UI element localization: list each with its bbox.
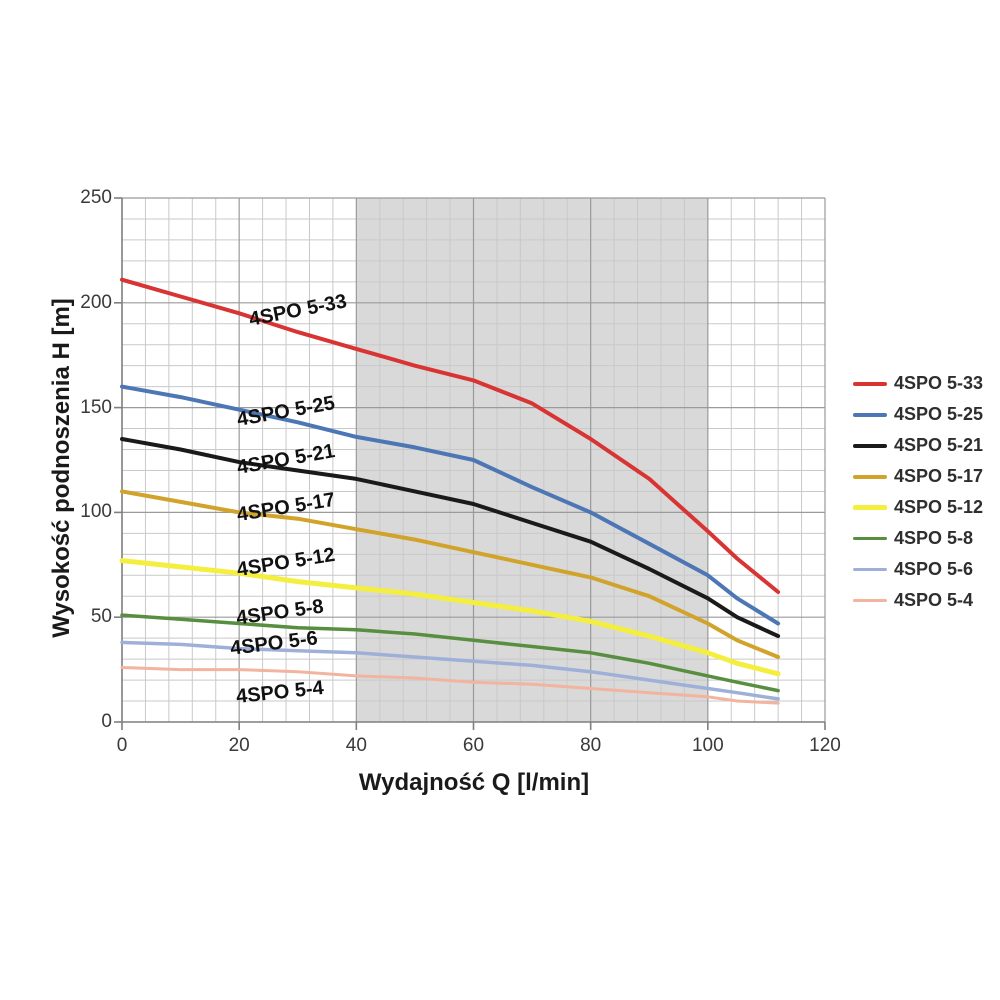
legend-item-4spo-5-8: 4SPO 5-8 bbox=[853, 523, 983, 554]
x-tick-label: 0 bbox=[116, 735, 128, 756]
y-tick-label: 250 bbox=[80, 187, 112, 208]
legend-item-4spo-5-6: 4SPO 5-6 bbox=[853, 554, 983, 585]
x-tick-label: 100 bbox=[691, 735, 724, 756]
shaded-region bbox=[356, 198, 708, 722]
legend-label: 4SPO 5-21 bbox=[894, 435, 984, 455]
series-line-4spo-5-21 bbox=[120, 437, 781, 639]
series-line-4spo-5-4 bbox=[120, 666, 780, 705]
x-tick-label: 20 bbox=[228, 735, 250, 756]
y-tick-label: 100 bbox=[80, 501, 112, 523]
series-line-4spo-5-17 bbox=[120, 489, 781, 659]
y-tick-label: 150 bbox=[80, 396, 112, 418]
legend-item-4spo-5-17: 4SPO 5-17 bbox=[853, 461, 983, 492]
series-line-4spo-5-8 bbox=[120, 613, 780, 693]
x-tick-label: 40 bbox=[345, 735, 367, 756]
y-axis-title: Wysokość podnoszenia H [m] bbox=[48, 298, 75, 638]
legend-line-swatch bbox=[853, 443, 887, 448]
y-tick-label: 0 bbox=[101, 711, 112, 732]
x-axis-title: Wydajność Q [l/min] bbox=[358, 769, 590, 796]
legend-label: 4SPO 5-17 bbox=[894, 466, 984, 486]
legend-label: 4SPO 5-33 bbox=[894, 373, 984, 393]
legend-line-swatch bbox=[853, 599, 887, 602]
legend-label: 4SPO 5-8 bbox=[894, 528, 974, 548]
x-tick-label: 60 bbox=[462, 735, 485, 756]
legend-item-4spo-5-21: 4SPO 5-21 bbox=[853, 430, 983, 461]
legend-item-4spo-5-4: 4SPO 5-4 bbox=[853, 585, 983, 616]
legend-line-swatch bbox=[853, 381, 887, 386]
x-tick-label: 80 bbox=[580, 735, 602, 756]
legend-label: 4SPO 5-25 bbox=[894, 404, 984, 424]
x-tick-label: 120 bbox=[809, 735, 841, 756]
legend-label: 4SPO 5-6 bbox=[894, 559, 974, 579]
legend-label: 4SPO 5-4 bbox=[894, 590, 974, 610]
legend-line-swatch bbox=[853, 412, 887, 417]
legend-item-4spo-5-25: 4SPO 5-25 bbox=[853, 399, 983, 430]
y-tick-label: 200 bbox=[80, 291, 112, 313]
series-line-4spo-5-33 bbox=[120, 277, 781, 594]
legend-line-swatch bbox=[853, 536, 887, 541]
series-line-4spo-5-25 bbox=[120, 384, 781, 626]
legend-line-swatch bbox=[853, 474, 887, 479]
legend-line-swatch bbox=[853, 505, 887, 510]
series-line-4spo-5-12 bbox=[119, 558, 781, 677]
series-line-4spo-5-6 bbox=[120, 640, 780, 701]
y-tick-label: 50 bbox=[90, 606, 112, 628]
legend-item-4spo-5-12: 4SPO 5-12 bbox=[853, 492, 983, 523]
legend-label: 4SPO 5-12 bbox=[894, 497, 984, 517]
legend-line-swatch bbox=[853, 567, 887, 572]
legend: 4SPO 5-33 4SPO 5-25 4SPO 5-21 4SPO 5-17 4SPO… bbox=[853, 368, 983, 616]
legend-item-4spo-5-33: 4SPO 5-33 bbox=[853, 368, 983, 399]
